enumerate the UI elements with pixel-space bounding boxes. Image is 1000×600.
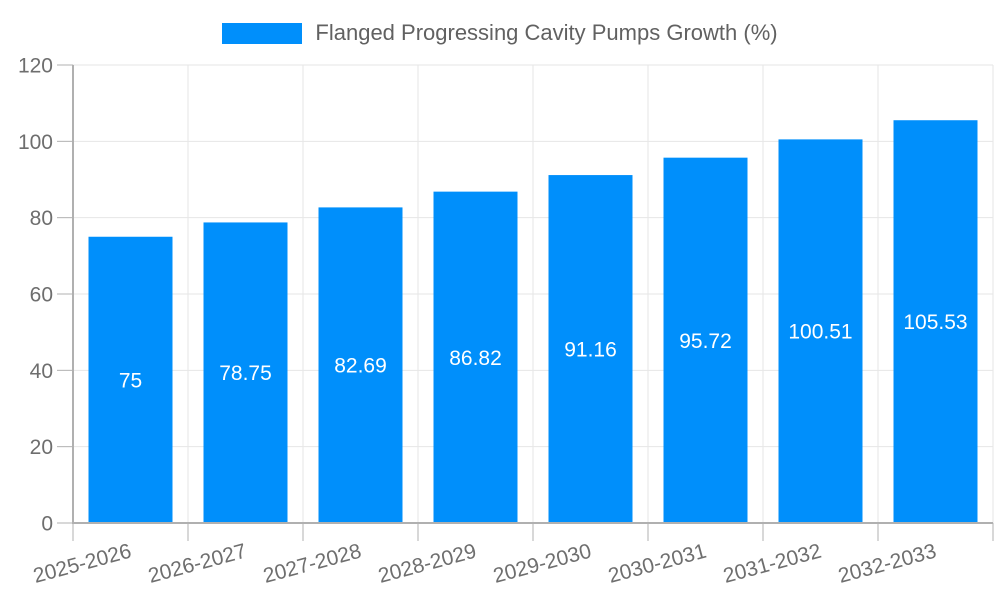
bar-value-label: 86.82 — [449, 347, 502, 370]
bar[interactable] — [433, 191, 518, 523]
y-axis-label: 20 — [30, 436, 53, 459]
bar[interactable] — [663, 157, 748, 523]
y-axis-label: 80 — [30, 207, 53, 230]
y-axis-label: 0 — [41, 513, 53, 536]
legend-swatch — [222, 22, 303, 44]
y-axis-label: 40 — [30, 360, 53, 383]
y-axis-label: 100 — [18, 131, 53, 154]
bar-value-label: 100.51 — [788, 321, 852, 344]
legend-label: Flanged Progressing Cavity Pumps Growth … — [315, 20, 778, 45]
bar-value-label: 82.69 — [334, 355, 387, 378]
x-axis-label: 2025-2026 — [31, 540, 134, 588]
bar-value-label: 95.72 — [679, 330, 732, 353]
x-axis-label: 2031-2032 — [721, 540, 824, 588]
y-axis-label: 120 — [18, 55, 53, 78]
bar[interactable] — [88, 236, 173, 523]
legend[interactable]: Flanged Progressing Cavity Pumps Growth … — [0, 20, 1000, 46]
bar-value-label: 78.75 — [219, 362, 272, 385]
x-axis-label: 2032-2033 — [836, 540, 939, 588]
bar-value-label: 75 — [119, 369, 142, 392]
x-axis-label: 2026-2027 — [146, 540, 249, 588]
x-axis-label: 2029-2030 — [491, 540, 594, 588]
bar[interactable] — [778, 139, 863, 523]
bar-value-label: 91.16 — [564, 339, 617, 362]
bar[interactable] — [893, 120, 978, 523]
bar-value-label: 105.53 — [903, 311, 967, 334]
x-axis-label: 2027-2028 — [261, 540, 364, 588]
bar[interactable] — [203, 222, 288, 523]
x-axis-label: 2028-2029 — [376, 540, 479, 588]
bar[interactable] — [548, 175, 633, 523]
bar[interactable] — [318, 207, 403, 523]
y-axis-label: 60 — [30, 284, 53, 307]
x-axis-label: 2030-2031 — [606, 540, 709, 588]
